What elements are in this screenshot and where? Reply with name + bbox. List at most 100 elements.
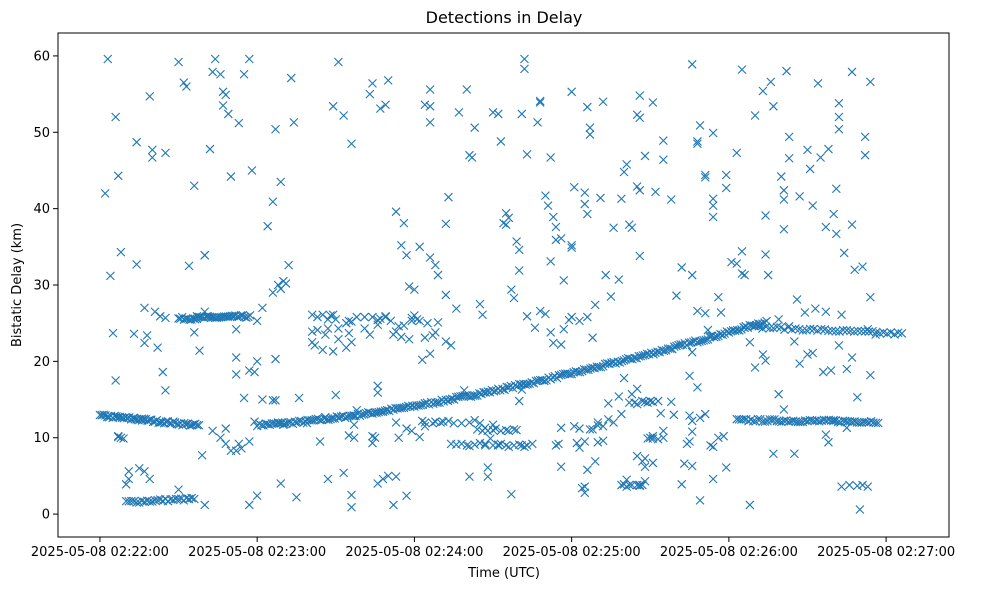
data-point bbox=[375, 314, 385, 323]
data-point bbox=[415, 432, 425, 442]
data-point bbox=[179, 78, 189, 88]
data-point bbox=[268, 197, 278, 207]
data-point bbox=[402, 491, 411, 501]
data-point bbox=[750, 321, 760, 331]
data-point bbox=[780, 325, 789, 335]
data-point bbox=[800, 308, 810, 317]
data-point bbox=[227, 311, 237, 321]
data-point bbox=[441, 290, 451, 300]
data-point bbox=[853, 326, 863, 336]
data-point bbox=[504, 442, 514, 452]
y-tick-label: 40 bbox=[33, 202, 50, 217]
data-point bbox=[441, 337, 451, 346]
data-point bbox=[245, 310, 255, 320]
data-point bbox=[548, 212, 558, 222]
data-point bbox=[700, 172, 710, 182]
data-point bbox=[609, 418, 618, 427]
data-point bbox=[645, 396, 655, 406]
data-point bbox=[147, 497, 157, 506]
data-point bbox=[334, 324, 343, 333]
data-point bbox=[506, 489, 516, 499]
data-point bbox=[383, 75, 393, 85]
data-point bbox=[658, 426, 668, 436]
data-point bbox=[381, 100, 390, 110]
data-point bbox=[289, 117, 299, 127]
data-point bbox=[546, 153, 556, 162]
data-point bbox=[567, 87, 577, 97]
data-point bbox=[572, 438, 582, 448]
data-point bbox=[153, 343, 162, 353]
data-point bbox=[140, 466, 149, 476]
data-point bbox=[784, 132, 794, 142]
data-point bbox=[119, 434, 128, 443]
data-point bbox=[415, 242, 425, 252]
data-point bbox=[445, 395, 455, 404]
data-point bbox=[263, 221, 273, 231]
data-point bbox=[247, 166, 257, 175]
y-axis: 0 10 20 30 40 50 60 bbox=[33, 49, 58, 523]
data-point bbox=[218, 101, 228, 110]
data-point bbox=[766, 77, 776, 87]
data-point bbox=[649, 349, 658, 359]
data-point bbox=[496, 439, 506, 449]
data-point bbox=[174, 57, 183, 67]
data-point bbox=[276, 479, 286, 488]
data-point bbox=[433, 318, 443, 327]
data-point bbox=[685, 371, 694, 381]
data-point bbox=[341, 343, 351, 353]
data-point bbox=[569, 182, 579, 192]
data-point bbox=[116, 247, 126, 257]
data-point bbox=[468, 391, 478, 401]
data-point bbox=[632, 451, 642, 461]
y-tick-label: 0 bbox=[42, 508, 50, 523]
data-point bbox=[693, 137, 702, 146]
data-point bbox=[693, 306, 702, 316]
data-point bbox=[113, 412, 123, 422]
data-point bbox=[124, 474, 134, 484]
data-point bbox=[278, 420, 288, 430]
data-point bbox=[846, 326, 855, 336]
data-point bbox=[331, 314, 341, 324]
data-point bbox=[302, 418, 312, 428]
data-point bbox=[630, 398, 639, 407]
data-point bbox=[174, 485, 183, 495]
data-point bbox=[708, 201, 718, 210]
data-point bbox=[391, 403, 400, 413]
data-point bbox=[121, 412, 130, 422]
data-point bbox=[575, 443, 584, 453]
data-point bbox=[598, 436, 608, 446]
data-point bbox=[708, 128, 718, 138]
data-point bbox=[273, 280, 283, 290]
data-point bbox=[609, 223, 618, 233]
data-point bbox=[197, 450, 207, 460]
data-point bbox=[200, 500, 210, 510]
data-point bbox=[687, 461, 697, 471]
data-point bbox=[863, 324, 873, 334]
data-point bbox=[672, 291, 681, 301]
data-point bbox=[475, 418, 485, 428]
data-point bbox=[758, 350, 768, 359]
data-point bbox=[334, 334, 343, 344]
data-point bbox=[420, 418, 430, 427]
data-point bbox=[622, 159, 632, 169]
data-point bbox=[459, 385, 469, 395]
data-point bbox=[194, 312, 204, 322]
data-point bbox=[103, 411, 113, 421]
data-point bbox=[831, 229, 841, 239]
data-point bbox=[648, 431, 658, 441]
data-point bbox=[205, 144, 215, 154]
data-point bbox=[472, 424, 482, 434]
data-point bbox=[839, 248, 849, 258]
data-point bbox=[792, 295, 802, 304]
data-point bbox=[313, 325, 322, 335]
data-point bbox=[417, 355, 427, 365]
data-point bbox=[250, 417, 259, 427]
data-point bbox=[863, 482, 873, 491]
data-point bbox=[318, 345, 328, 355]
data-point bbox=[373, 381, 383, 391]
data-point bbox=[858, 480, 867, 490]
data-point bbox=[831, 326, 841, 336]
data-point bbox=[834, 98, 844, 108]
